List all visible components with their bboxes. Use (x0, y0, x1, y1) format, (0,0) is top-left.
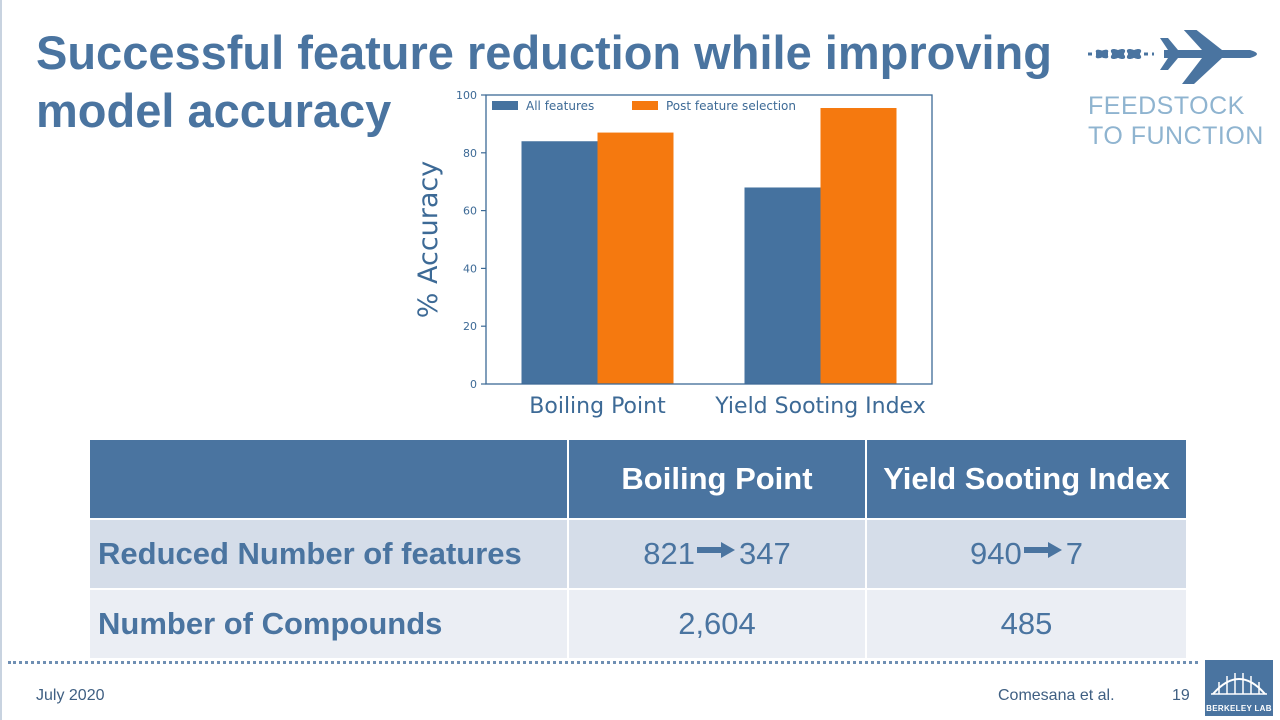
left-edge-rule (0, 0, 2, 720)
yield-features-from: 940 (970, 536, 1022, 571)
summary-table: Boiling Point Yield Sooting Index Reduce… (90, 440, 1186, 658)
y-axis-label: % Accuracy (413, 161, 444, 319)
bar-all-features-1 (744, 187, 821, 384)
legend-swatch-all-features (492, 101, 518, 110)
boiling-features-from: 821 (643, 536, 695, 571)
cell-yield-features: 940 7 (866, 518, 1186, 589)
table-row: Number of Compounds 2,604 485 (90, 588, 1186, 658)
logo-line-2: TO FUNCTION (1088, 122, 1264, 150)
bar-post-selection-1 (820, 108, 897, 384)
legend-label-all-features: All features (526, 99, 594, 113)
table-row: Reduced Number of features 821 347 940 7 (90, 518, 1186, 589)
cell-yield-compounds: 485 (866, 588, 1186, 658)
table-header-row: Boiling Point Yield Sooting Index (90, 440, 1186, 519)
y-tick-label: 60 (463, 205, 477, 218)
table-header-yield: Yield Sooting Index (866, 440, 1186, 519)
y-tick-label: 80 (463, 147, 477, 160)
boiling-features-to: 347 (739, 536, 791, 571)
page-number: 19 (1172, 687, 1190, 704)
y-tick-label: 40 (463, 262, 477, 275)
berkeley-lab-logo: BERKELEY LAB (1205, 660, 1273, 716)
footer-date: July 2020 (36, 687, 105, 704)
accuracy-bar-chart: Boiling Point Yield Sooting Index 0 20 40 60 8… (413, 89, 933, 419)
yield-features-to: 7 (1065, 536, 1083, 571)
row-label-compounds: Number of Compounds (90, 588, 569, 658)
berkeley-lab-text: BERKELEY LAB (1206, 704, 1272, 713)
row-label-reduced-features: Reduced Number of features (90, 518, 569, 589)
legend-label-post-selection: Post feature selection (666, 99, 796, 113)
x-tick-label: Yield Sooting Index (714, 394, 925, 419)
bar-post-selection-0 (597, 132, 674, 384)
legend-swatch-post-selection (632, 101, 658, 110)
plot-frame (485, 94, 933, 385)
cell-boiling-compounds: 2,604 (568, 588, 867, 658)
y-tick-label: 0 (470, 378, 477, 391)
footer-author: Comesana et al. (998, 687, 1115, 704)
table-header-boiling: Boiling Point (568, 440, 867, 519)
footer-dotted-divider (8, 661, 1198, 664)
y-tick-label: 20 (463, 320, 477, 333)
arrow-right-icon (697, 542, 737, 558)
slide-title: Successful feature reduction while impro… (36, 26, 1052, 137)
berkeley-lab-building-icon (1211, 673, 1267, 695)
feedstock-plane-logo-icon (1088, 30, 1257, 84)
table-header-empty (90, 440, 569, 519)
arrow-right-icon (1023, 542, 1064, 558)
bar-all-features-0 (521, 141, 598, 384)
logo-line-1: FEEDSTOCK (1088, 92, 1245, 120)
x-tick-label: Boiling Point (529, 394, 666, 419)
feedstock-logo-text: FEEDSTOCK TO FUNCTION (1088, 91, 1264, 151)
y-tick-label: 100 (456, 89, 477, 102)
cell-boiling-features: 821 347 (568, 518, 867, 589)
